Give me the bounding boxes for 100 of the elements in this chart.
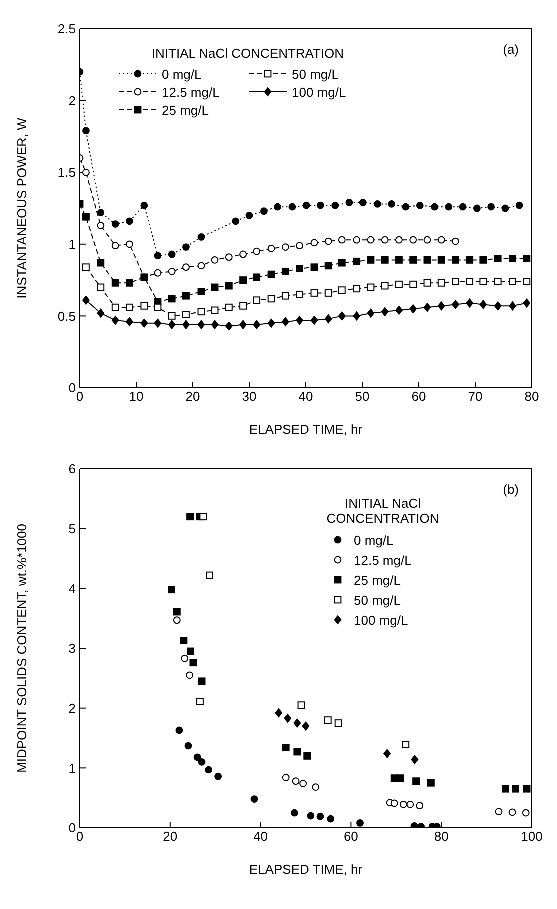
point [494, 278, 502, 286]
point [225, 304, 233, 312]
point [282, 774, 290, 782]
legend-title: INITIAL NaCl CONCENTRATION [326, 496, 440, 526]
point [82, 264, 90, 272]
point [424, 279, 432, 287]
point [206, 572, 214, 580]
point [225, 322, 233, 331]
point [225, 254, 233, 262]
y-tick-label: 3 [68, 641, 76, 656]
point [154, 269, 162, 277]
point [187, 648, 194, 656]
x-tick-label: 20 [163, 829, 178, 844]
point [198, 288, 206, 296]
point [211, 306, 219, 314]
point [406, 800, 414, 808]
y-tick-label: 5 [68, 521, 76, 536]
point [112, 242, 120, 250]
point [126, 304, 134, 312]
point [346, 199, 354, 206]
point [296, 290, 304, 298]
point [310, 290, 318, 297]
legend-label: 12.5 mg/L [354, 552, 412, 568]
point [302, 202, 310, 210]
point [396, 280, 403, 288]
point [182, 320, 190, 330]
point [402, 203, 410, 211]
point [459, 203, 467, 211]
y-tick-label: 2 [68, 93, 76, 108]
point [402, 741, 410, 749]
point [253, 320, 261, 330]
point [310, 239, 318, 247]
point [523, 278, 531, 286]
point [428, 779, 435, 787]
point [512, 785, 520, 793]
x-tick-label: 10 [129, 389, 144, 404]
point [97, 222, 105, 230]
point [334, 720, 342, 727]
point [82, 213, 90, 221]
point [140, 202, 148, 210]
point [310, 264, 318, 272]
point [168, 312, 176, 320]
point [466, 278, 474, 286]
point [182, 244, 190, 251]
point [431, 203, 439, 211]
point [168, 320, 176, 330]
point [338, 236, 346, 244]
point [268, 245, 276, 252]
point [473, 204, 481, 212]
legend-label: 0 mg/L [162, 66, 202, 82]
point [294, 748, 302, 756]
x-tick-label: 70 [468, 389, 483, 404]
point [424, 236, 432, 244]
legend-label: 100 mg/L [292, 84, 346, 100]
point [374, 200, 382, 208]
point [494, 255, 502, 262]
point [396, 306, 403, 315]
point [126, 218, 134, 226]
point [211, 320, 219, 330]
y-tick-label: 2.5 [58, 22, 76, 37]
point [466, 298, 474, 308]
x-tick-label: 20 [186, 389, 200, 404]
point [294, 718, 302, 728]
point [240, 302, 247, 310]
point [410, 304, 418, 314]
point [154, 304, 162, 312]
point [275, 708, 283, 718]
point [268, 270, 276, 278]
legend-label: 50 mg/L [292, 66, 339, 82]
point [284, 714, 292, 724]
point [282, 244, 290, 251]
point [260, 208, 268, 216]
point [480, 300, 488, 310]
point [452, 278, 460, 286]
point [168, 295, 176, 303]
point [173, 608, 181, 616]
point [168, 250, 176, 258]
point [410, 236, 418, 244]
point [225, 282, 233, 290]
point [332, 202, 340, 210]
point [359, 199, 367, 206]
point [324, 238, 332, 246]
point [438, 302, 446, 311]
point [502, 204, 510, 212]
point [154, 252, 162, 260]
point [298, 702, 306, 710]
point [282, 317, 290, 326]
point [184, 742, 192, 750]
point [411, 755, 419, 764]
point [240, 320, 247, 330]
point [424, 303, 432, 312]
annotation: (b) [503, 482, 519, 497]
point [523, 255, 531, 262]
y-tick-label: 0.5 [58, 308, 76, 324]
point [211, 284, 219, 292]
point [488, 203, 496, 211]
point [424, 256, 432, 264]
point [338, 286, 346, 294]
point [384, 749, 392, 758]
point [302, 722, 310, 731]
